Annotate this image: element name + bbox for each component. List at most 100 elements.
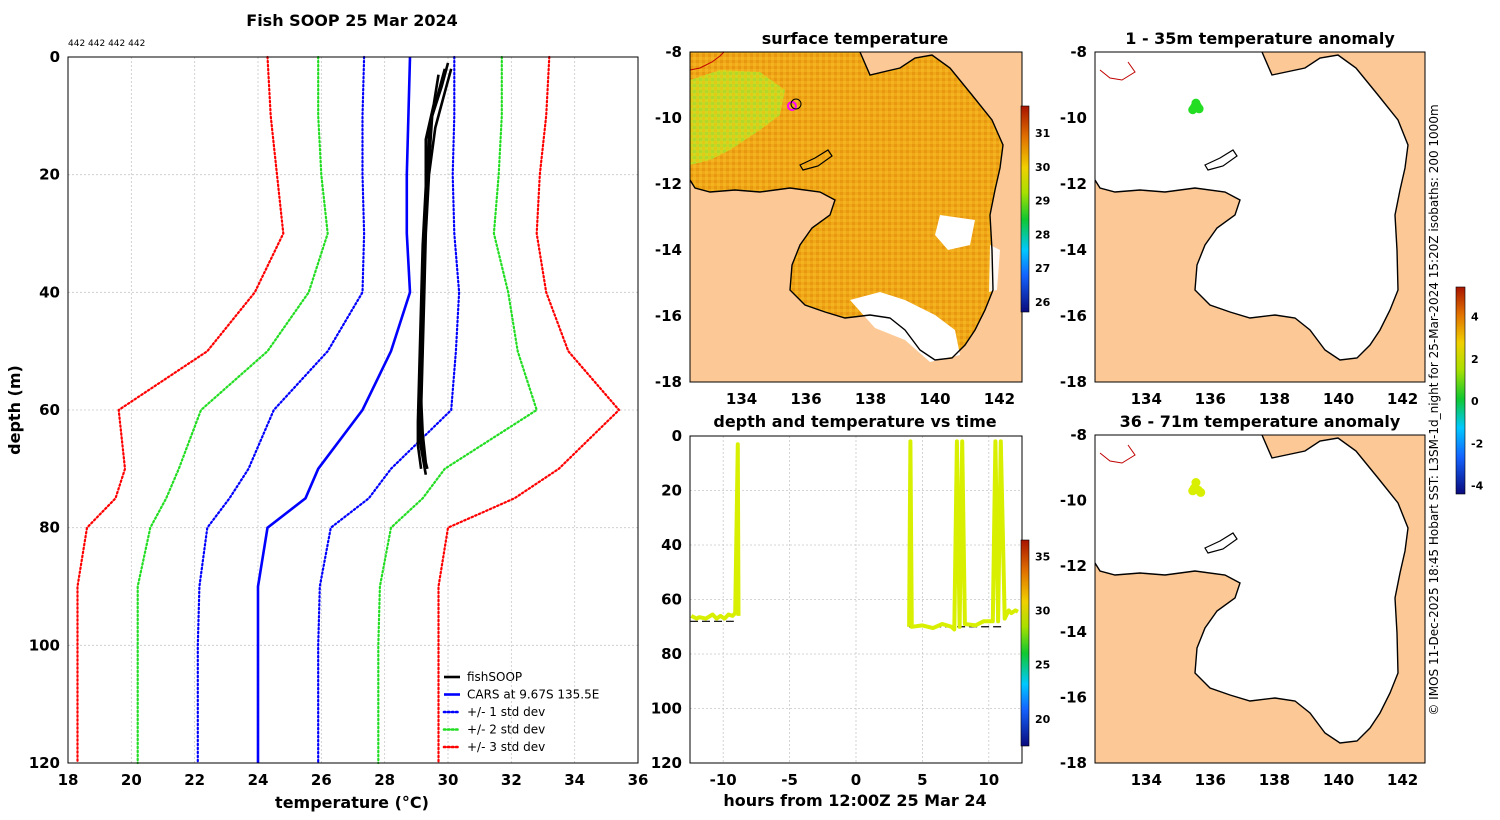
profile-legend: fishSOOP CARS at 9.67S 135.5E +/- 1 std de… — [442, 670, 599, 754]
sst-title: surface temperature — [762, 29, 949, 48]
depth-time-y-tick-label: 20 — [661, 482, 682, 500]
map-y-tick-label: -18 — [1060, 373, 1087, 391]
profile-series-line — [419, 62, 450, 464]
profile-series-line — [256, 56, 412, 763]
depth-time-series — [690, 439, 1019, 632]
sst-location-marker-outline — [790, 98, 802, 110]
profile-y-tick-label: 120 — [29, 754, 60, 772]
profile-series-line — [317, 55, 461, 765]
profile-y-tick-label: 80 — [39, 519, 60, 537]
anomaly-1-35m-title: 1 - 35m temperature anomaly — [1125, 29, 1395, 48]
profile-x-tick-label: 24 — [248, 771, 269, 789]
profile-x-ticks: 18 20 22 24 26 28 30 32 34 36 — [58, 771, 649, 789]
sst-blank-patch-2 — [850, 292, 960, 362]
anomaly-2-river — [1099, 444, 1136, 464]
anomaly-1-x-ticks: 134 136 138 140 142 — [1131, 390, 1419, 408]
profile-series-line — [419, 68, 453, 470]
map-y-tick-label: -16 — [1060, 688, 1087, 706]
colorbar-tick-label: 4 — [1471, 311, 1479, 324]
anomaly-36-71m-title: 36 - 71m temperature anomaly — [1120, 412, 1401, 431]
profile-x-tick-label: 34 — [564, 771, 585, 789]
profile-grid — [68, 57, 638, 763]
anomaly-2-ocean — [1095, 435, 1408, 743]
map-x-tick-label: 136 — [1195, 390, 1226, 408]
profile-series-line — [437, 55, 621, 765]
legend-label: fishSOOP — [467, 670, 522, 684]
sst-river — [690, 52, 725, 71]
colorbar-tick-label: 20 — [1035, 713, 1051, 726]
depth-time-x-tick-label: 5 — [917, 771, 927, 789]
colorbar-tick-label: 0 — [1471, 395, 1479, 408]
profile-y-tick-label: 40 — [39, 283, 60, 301]
anomaly-2-frame — [1094, 434, 1426, 764]
colorbar-tick-label: 25 — [1035, 659, 1050, 672]
profile-x-tick-label: 32 — [501, 771, 522, 789]
map-y-tick-label: -12 — [655, 175, 682, 193]
profile-y-ticks: 0 20 40 60 80 100 120 — [29, 48, 60, 772]
profile-y-tick-label: 60 — [39, 401, 60, 419]
legend-label: +/- 3 std dev — [467, 740, 545, 754]
colorbar-tick-label: 30 — [1035, 161, 1051, 174]
depth-time-y-tick-label: 40 — [661, 536, 682, 554]
sst-y-ticks: -8 -10 -12 -14 -16 -18 — [655, 43, 682, 391]
depth-time-x-tick-label: 0 — [851, 771, 861, 789]
profile-x-tick-label: 20 — [121, 771, 142, 789]
map-x-tick-label: 140 — [1323, 390, 1354, 408]
anomaly-colorbar-ticks: 4 2 0 -2 -4 — [1471, 311, 1484, 493]
colorbar-tick-label: -2 — [1471, 437, 1483, 450]
sst-map: surface temperature 134 136 138 140 142 -8 -1… — [655, 29, 1051, 408]
map-x-tick-label: 140 — [1323, 771, 1354, 789]
credit-text: © IMOS 11-Dec-2025 18:45 Hobart SST: L3S… — [1427, 104, 1441, 715]
profile-x-tick-label: 30 — [438, 771, 459, 789]
map-y-tick-label: -10 — [1060, 492, 1087, 510]
map-y-tick-label: -12 — [1060, 175, 1087, 193]
sst-location-marker — [787, 101, 797, 111]
colorbar-tick-label: -4 — [1471, 480, 1484, 493]
depth-time-y-tick-label: 0 — [672, 427, 682, 445]
anomaly-1-y-ticks: -8 -10 -12 -14 -16 -18 — [1060, 43, 1087, 391]
map-y-tick-label: -10 — [655, 109, 682, 127]
depth-time-x-tick-label: 10 — [978, 771, 999, 789]
sst-coast — [690, 52, 1004, 361]
depth-time-title: depth and temperature vs time — [713, 412, 996, 431]
depth-time-track — [907, 439, 1019, 632]
colorbar-tick-label: 35 — [1035, 550, 1050, 563]
map-y-tick-label: -14 — [1060, 241, 1087, 259]
anomaly-point — [1193, 101, 1203, 111]
map-x-tick-label: 134 — [726, 390, 757, 408]
depth-time-y-tick-label: 100 — [651, 700, 682, 718]
colorbar-tick-label: 30 — [1035, 604, 1051, 617]
anomaly-2-y-ticks: -8 -10 -12 -14 -16 -18 — [1060, 426, 1087, 772]
sst-blank-patch — [935, 215, 975, 250]
map-y-tick-label: -16 — [1060, 307, 1087, 325]
anomaly-2-island-coast — [1204, 532, 1238, 554]
depth-time-x-tick-label: -5 — [781, 771, 798, 789]
profile-series-line — [196, 55, 366, 765]
anomaly-1-island-coast — [1204, 149, 1238, 171]
profile-chart: Fish SOOP 25 Mar 2024 442 442 442 442 18… — [5, 11, 648, 812]
anomaly-1-points — [1188, 98, 1204, 115]
map-x-tick-label: 134 — [1131, 771, 1162, 789]
map-x-tick-label: 142 — [984, 390, 1015, 408]
map-y-tick-label: -14 — [1060, 623, 1087, 641]
profile-series-line — [76, 55, 285, 765]
depth-time-x-label: hours from 12:00Z 25 Mar 24 — [723, 791, 986, 810]
sst-colorbar — [1020, 105, 1030, 313]
anomaly-36-71m-map: 36 - 71m temperature anomaly 134 136 138 14… — [1060, 286, 1484, 789]
map-y-tick-label: -16 — [655, 307, 682, 325]
map-x-tick-label: 138 — [855, 390, 886, 408]
profile-series — [76, 55, 621, 765]
profile-x-tick-label: 36 — [628, 771, 649, 789]
profile-title: Fish SOOP 25 Mar 2024 — [246, 11, 457, 30]
profile-y-label: depth (m) — [5, 365, 24, 455]
legend-label: +/- 2 std dev — [467, 723, 545, 737]
colorbar-tick-label: 28 — [1035, 228, 1050, 241]
map-y-tick-label: -8 — [1070, 43, 1087, 61]
profile-x-label: temperature (°C) — [275, 793, 429, 812]
depth-time-colorbar-ticks: 20 25 30 35 — [1035, 550, 1051, 726]
anomaly-point — [1193, 485, 1203, 495]
anomaly-1-river — [1099, 61, 1136, 81]
map-y-tick-label: -8 — [665, 43, 682, 61]
colorbar-tick-label: 29 — [1035, 195, 1050, 208]
profile-x-tick-label: 28 — [374, 771, 395, 789]
